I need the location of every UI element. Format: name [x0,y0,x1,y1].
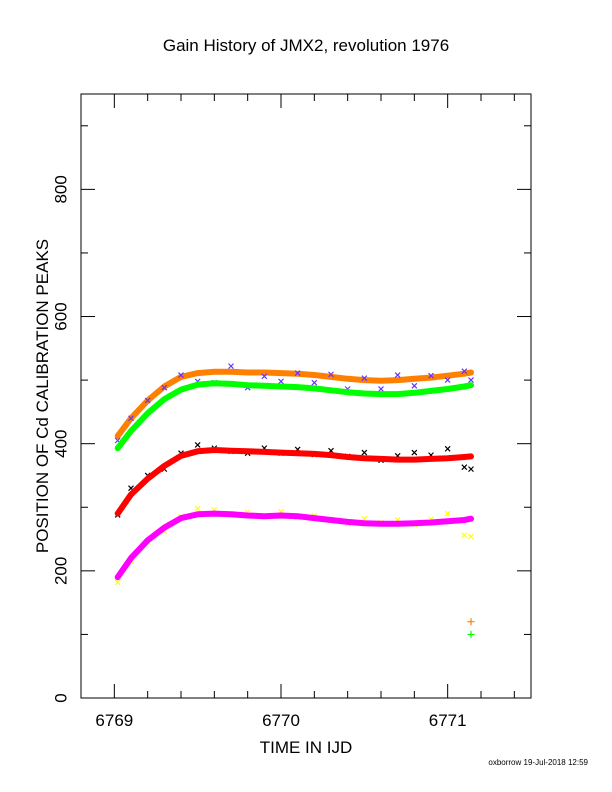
data-point [361,449,368,456]
data-point [328,371,334,378]
x-axis-label: TIME IN IJD [259,738,353,757]
y-tick-label: 600 [51,302,70,330]
data-point [378,386,384,392]
data-point [468,466,474,473]
data-point [444,510,451,517]
plot-frame [80,93,532,699]
plus-marker [467,630,475,638]
data-point [194,505,201,512]
data-point [178,372,184,378]
data-point [461,532,468,539]
series-6 [114,510,474,581]
data-point [114,579,121,586]
tick-labels: 6769 6770 6771 0 200 400 600 800 [51,175,466,730]
y-tick-label: 800 [51,175,70,203]
x-tick-label: 6769 [95,711,133,730]
data-point [278,378,284,385]
data-point [444,377,451,384]
data-point [444,445,451,452]
series-0 [114,368,474,440]
data-point [311,379,318,386]
author-timestamp: oxborrow 19-Jul-2018 12:59 [488,758,588,767]
fit-line [114,447,474,517]
series-2 [114,380,474,452]
series-7 [467,618,475,626]
series-4 [114,447,474,517]
y-axis-label: POSITION OF Cd CALIBRATION PEAKS [33,238,52,554]
data-point [468,533,474,540]
chart-title: Gain History of JMX2, revolution 1976 [162,36,450,55]
data-point [411,382,418,389]
series-8 [467,630,475,638]
data-point [428,372,434,379]
y-tick-label: 200 [51,557,70,585]
data-point [194,442,201,448]
y-tick-label: 400 [51,429,70,457]
data-point [468,377,474,384]
x-tick-label: 6771 [429,711,467,730]
data-point [128,415,134,422]
data-point [228,363,234,370]
fit-line [114,380,474,452]
data-point [461,368,468,375]
y-tick-label: 0 [51,693,70,702]
data-point [144,397,151,404]
data-point [411,449,418,456]
fit-line [114,368,474,440]
data-point [161,384,168,391]
fit-line [114,510,474,581]
data-point [394,372,401,378]
data-point [361,375,368,382]
data-point [461,464,468,471]
data-point [261,373,268,380]
x-tick-label: 6770 [262,711,300,730]
data-point [294,370,301,377]
plus-marker [467,618,475,626]
axis-ticks [81,94,531,699]
series-layer [114,363,475,638]
